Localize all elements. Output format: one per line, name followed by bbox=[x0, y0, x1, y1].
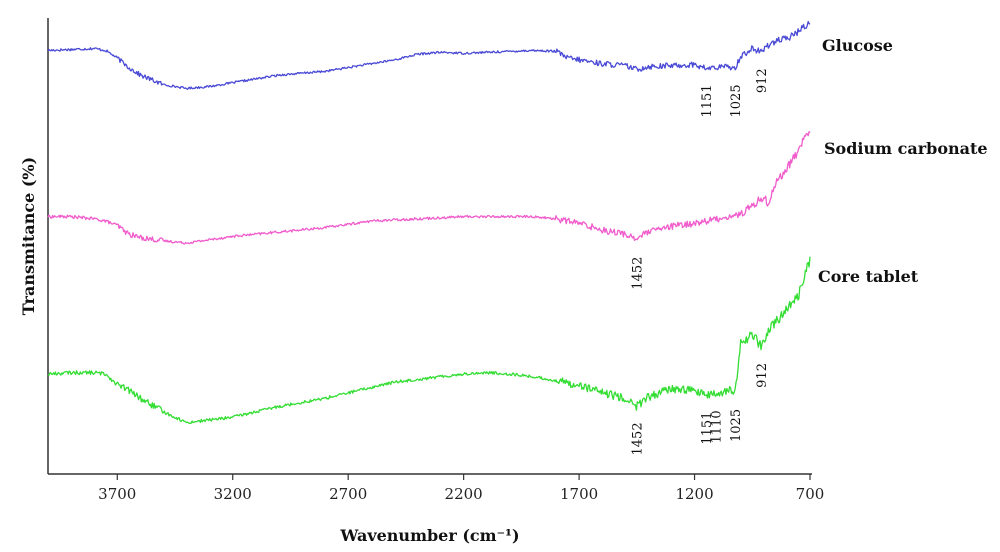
x-tick-label: 1200 bbox=[675, 485, 713, 503]
spectrum-line bbox=[47, 256, 811, 425]
peak-label: 1025 bbox=[729, 409, 744, 442]
peak-label: 912 bbox=[755, 363, 770, 388]
peak-label: 1452 bbox=[630, 422, 645, 455]
spectrum-line bbox=[47, 20, 811, 90]
x-tick-label: 3200 bbox=[214, 485, 252, 503]
series-label: Sodium carbonate bbox=[824, 139, 988, 158]
x-tick-label: 700 bbox=[796, 485, 825, 503]
peak-label: 1151 bbox=[700, 84, 715, 117]
peak-label: 1110 bbox=[709, 410, 724, 443]
series-label: Glucose bbox=[822, 36, 893, 55]
peak-label: 1151 bbox=[700, 412, 715, 445]
peak-label: 1452 bbox=[630, 257, 645, 290]
x-tick-label: 2200 bbox=[445, 485, 483, 503]
series-labels: Glucose Sodium carbonate Core tablet bbox=[818, 36, 988, 286]
spectrum-line bbox=[47, 131, 811, 245]
y-axis-title: Transmitance (%) bbox=[19, 157, 38, 315]
peak-label: 912 bbox=[755, 68, 770, 93]
plot-axes bbox=[47, 18, 812, 475]
spectrum-traces bbox=[47, 20, 811, 425]
series-label: Core tablet bbox=[818, 267, 919, 286]
peak-label: 1025 bbox=[729, 84, 744, 117]
x-axis-title: Wavenumber (cm⁻¹) bbox=[339, 526, 519, 545]
x-axis-ticks: 3700 3200 2700 2200 1700 1200 700 bbox=[98, 474, 824, 503]
x-tick-label: 3700 bbox=[98, 485, 136, 503]
x-tick-label: 1700 bbox=[560, 485, 598, 503]
x-tick-label: 2700 bbox=[329, 485, 367, 503]
